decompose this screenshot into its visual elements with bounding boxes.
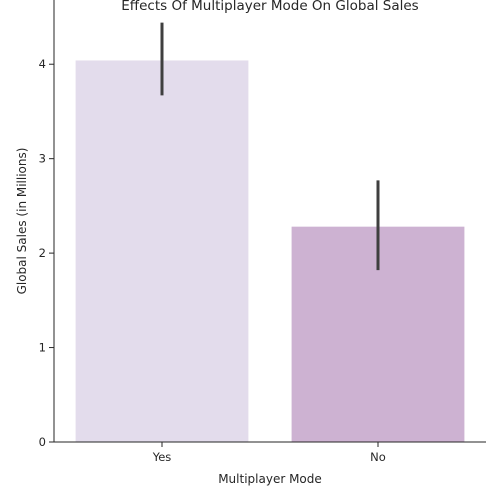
y-ticks-layer: 0 1 2 3 4: [39, 57, 54, 449]
x-tick-label: Yes: [152, 450, 172, 464]
y-tick-label: 0: [39, 435, 46, 449]
y-tick-label: 2: [39, 246, 46, 260]
bars-layer: [75, 60, 465, 442]
x-ticks-layer: Yes No: [152, 442, 386, 464]
bar-yes: [75, 60, 249, 442]
y-tick-label: 3: [39, 152, 46, 166]
x-tick-label: No: [370, 450, 386, 464]
error-bars-layer: [160, 22, 380, 271]
y-tick-label: 1: [39, 341, 46, 355]
x-axis-label: Multiplayer Mode: [218, 472, 322, 486]
y-axis-label: Global Sales (in Millions): [15, 148, 29, 295]
y-tick-label: 4: [39, 57, 46, 71]
chart-title: Effects Of Multiplayer Mode On Global Sa…: [121, 0, 418, 14]
